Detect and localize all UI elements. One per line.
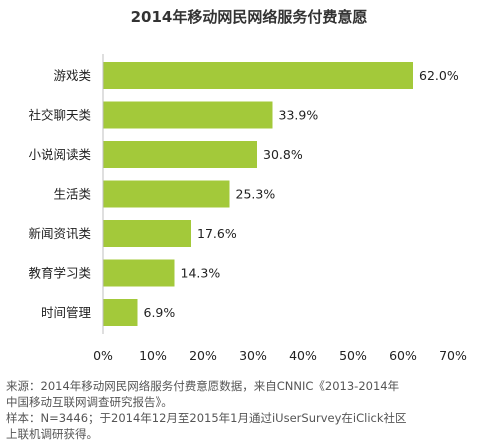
value-label-6: 14.3% [181,266,221,281]
bar-6 [103,259,175,287]
x-tick-labels: 0% 10% 20% 30% 40% 50% 60% 70% [93,348,467,363]
x-tick-label-2: 10% [139,348,167,363]
category-label-4: 生活类 [53,187,91,202]
bar-1 [103,62,413,89]
bar-3 [103,141,257,168]
bar-5 [103,220,191,247]
category-label-7: 时间管理 [41,305,92,320]
source-note: 来源：2014年移动网民网络服务付费意愿数据，来自CNNIC《2013-2014… [6,378,494,442]
source-line-4: 上联机调研获得。 [6,427,98,441]
bar-4 [103,180,230,208]
value-label-3: 30.8% [263,147,303,162]
category-label-3: 小说阅读类 [28,147,91,162]
source-line-1: 来源：2014年移动网民网络服务付费意愿数据，来自CNNIC《2013-2014… [6,379,400,393]
x-tick-label-6: 50% [339,348,367,363]
category-label-1: 游戏类 [53,68,91,83]
x-tick-label-4: 30% [239,348,267,363]
category-label-5: 新闻资讯类 [28,226,91,241]
x-tick-label-5: 40% [289,348,317,363]
source-line-2: 中国移动互联网调查研究报告》。 [6,395,173,409]
value-label-2: 33.9% [279,108,319,123]
bar-7 [103,299,138,326]
bars [103,62,413,326]
category-label-2: 社交聊天类 [28,108,91,123]
x-tick-label-8: 70% [439,348,467,363]
category-label-6: 教育学习类 [28,266,91,281]
bar-2 [103,101,273,129]
value-label-4: 25.3% [236,187,276,202]
x-tick-label-7: 60% [389,348,417,363]
value-label-7: 6.9% [144,305,176,320]
value-labels: 62.0% 33.9% 30.8% 25.3% 17.6% 14.3% 6.9% [144,68,459,320]
source-line-3: 样本：N=3446；于2014年12月至2015年1月通过iUserSurvey… [6,411,407,425]
x-tick-label-3: 20% [189,348,217,363]
value-label-1: 62.0% [419,68,459,83]
x-tick-label-1: 0% [93,348,113,363]
value-label-5: 17.6% [197,226,237,241]
chart-title: 2014年移动网民网络服务付费意愿 [130,8,368,26]
